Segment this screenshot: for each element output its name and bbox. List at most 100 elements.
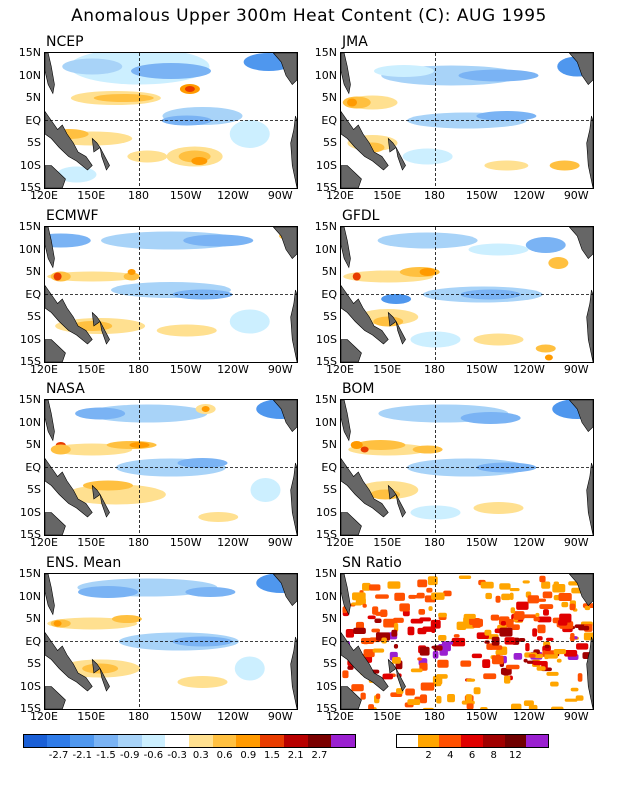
land-mass: [341, 457, 389, 518]
anomaly-patch: [127, 269, 136, 275]
sn-cell: [578, 625, 590, 631]
lat-tick-label: 5N: [321, 438, 337, 451]
anomaly-patch: [525, 237, 566, 253]
lon-tick-label: 120W: [217, 363, 249, 376]
land-mass: [272, 400, 297, 432]
sn-cell: [476, 618, 483, 627]
lon-tick-label: 120E: [326, 710, 354, 723]
anomaly-patch: [473, 333, 524, 346]
anomaly-patch: [184, 86, 195, 92]
map-panel: [44, 399, 298, 536]
panel-title: NASA: [46, 381, 85, 397]
sn-cell: [456, 621, 467, 630]
colorbar-box: [23, 734, 49, 748]
sn-cell: [361, 637, 375, 644]
lon-tick-label: 120E: [326, 363, 354, 376]
land-mass: [45, 400, 55, 442]
sn-cell: [499, 583, 511, 590]
anomaly-patch: [62, 58, 123, 75]
sn-cell: [431, 626, 436, 633]
sn-cell: [557, 619, 568, 626]
sn-cell: [584, 605, 591, 611]
sn-cell: [418, 609, 426, 615]
panel-title: NCEP: [46, 34, 84, 50]
colorbar-box: [236, 734, 261, 748]
lat-tick-label: 10N: [18, 68, 41, 82]
land-mass: [395, 147, 406, 171]
anomaly-patch: [412, 445, 443, 454]
colorbar-tick-label: -0.6: [143, 750, 164, 761]
sn-cell: [513, 611, 525, 620]
sn-cell: [480, 707, 488, 709]
sn-cell: [527, 595, 540, 604]
colorbar-box: [482, 734, 506, 748]
map-panel: [340, 399, 594, 536]
lat-tick-label: EQ: [321, 113, 337, 127]
anomaly-patch: [177, 676, 228, 688]
sn-cell: [396, 688, 404, 695]
lat-tick-label: 10S: [20, 332, 41, 346]
lat-tick-label: 15N: [314, 220, 337, 233]
anomaly-patch: [191, 157, 208, 165]
lat-tick-label: 10S: [316, 158, 337, 172]
sn-cell: [556, 658, 562, 663]
lat-tick-label: 5S: [27, 310, 41, 323]
sn-cell: [419, 646, 430, 656]
colorbar-box: [117, 734, 143, 748]
sn-cell: [375, 693, 381, 700]
lat-tick-label: 15S: [20, 702, 41, 715]
lon-tick-label: 180: [424, 189, 445, 202]
colorbar-box: [526, 734, 550, 748]
land-mass: [45, 631, 93, 692]
heatmap-svg: [45, 400, 297, 535]
sn-cell: [561, 601, 569, 608]
land-mass: [45, 53, 55, 95]
sn-cell: [436, 695, 442, 704]
lon-tick-label: 180: [424, 363, 445, 376]
anomaly-patch: [123, 272, 140, 281]
sn-cell: [428, 606, 433, 611]
map-panel: [340, 226, 594, 363]
land-mass: [45, 165, 66, 188]
land-mass: [341, 686, 362, 709]
sn-cell: [362, 582, 371, 591]
lon-tick-label: 90W: [267, 536, 293, 549]
lat-tick-label: 5N: [25, 612, 41, 625]
anomaly-patch: [402, 148, 453, 165]
lon-tick-label: 120E: [326, 189, 354, 202]
anomaly-patch: [75, 407, 126, 420]
lat-tick-label: 10N: [314, 415, 337, 429]
sn-cell: [351, 684, 364, 692]
lon-tick-label: 120W: [513, 189, 545, 202]
lon-tick-label: 150E: [77, 189, 106, 202]
heatmap-svg: [45, 574, 297, 709]
sn-cell: [382, 673, 393, 680]
anomaly-patch: [377, 232, 478, 249]
heatmap-svg: [341, 574, 593, 709]
anomaly-patch: [50, 444, 71, 455]
sn-cell: [523, 658, 528, 663]
lat-tick-label: 10N: [314, 68, 337, 82]
sn-cell: [342, 670, 349, 679]
lon-tick-label: 150W: [169, 189, 202, 202]
sn-cell: [546, 637, 554, 642]
lon-tick-label: 120E: [30, 363, 58, 376]
sn-cell: [583, 632, 593, 641]
sn-cell: [422, 707, 434, 709]
sn-cell: [393, 643, 399, 649]
map-panel: [44, 52, 298, 189]
land-mass: [290, 115, 297, 188]
lon-tick-label: 150E: [373, 536, 402, 549]
land-mass: [568, 227, 593, 259]
sn-cell: [372, 606, 379, 615]
lat-tick-label: 5N: [25, 91, 41, 104]
land-mass: [341, 227, 351, 269]
colorbar-box: [212, 734, 237, 748]
sn-cell: [542, 650, 556, 655]
lat-tick-label: 5N: [25, 438, 41, 451]
lat-tick-label: 15N: [314, 393, 337, 406]
anomaly-patch: [53, 620, 62, 627]
land-mass: [45, 457, 93, 518]
lon-tick-label: 150W: [465, 536, 498, 549]
lon-tick-label: 90W: [267, 363, 293, 376]
